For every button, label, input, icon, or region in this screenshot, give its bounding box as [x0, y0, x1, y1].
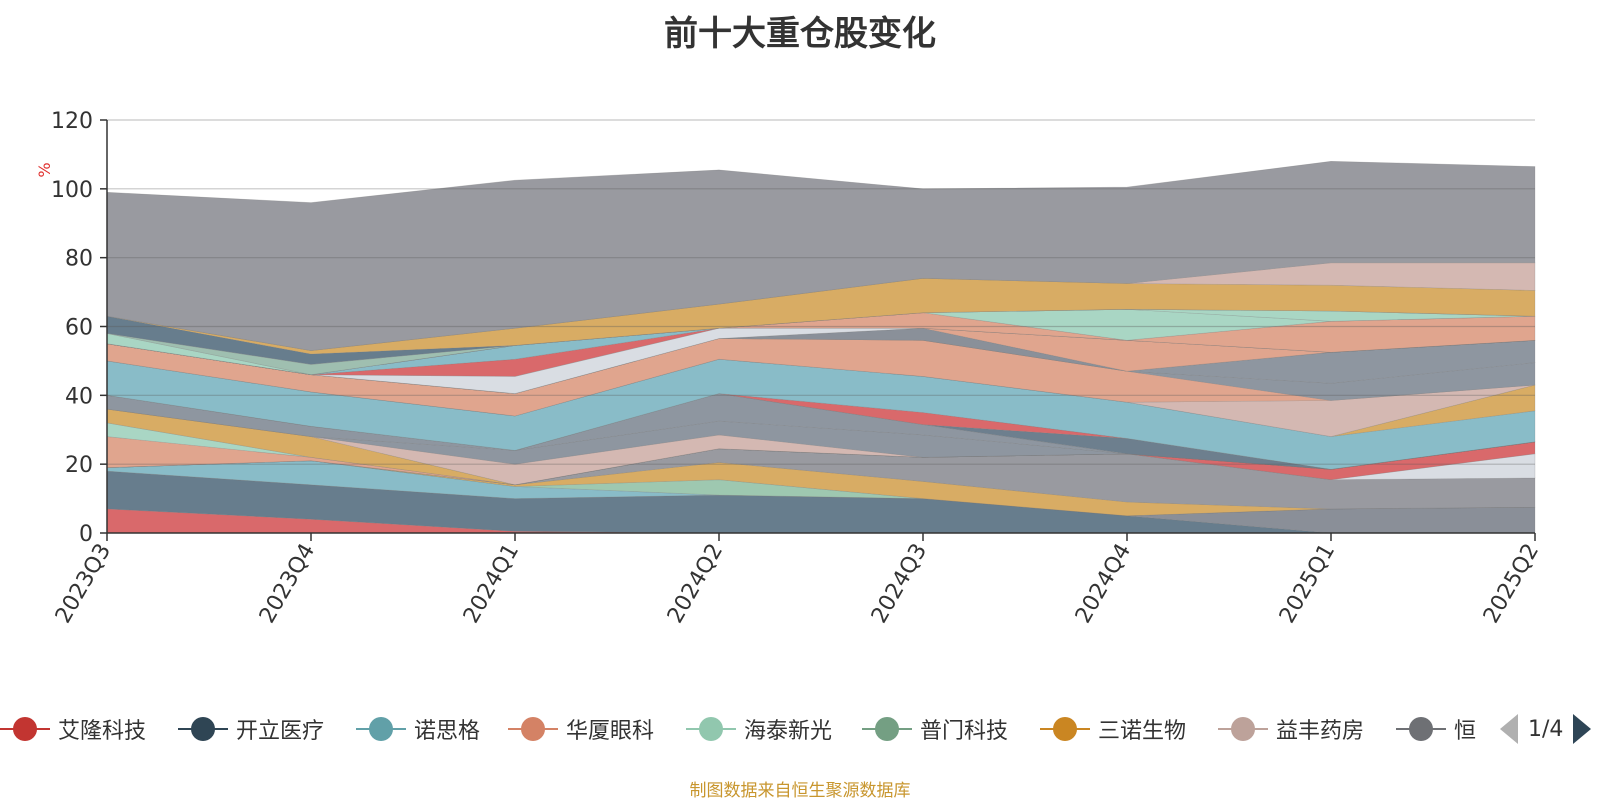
areas-layer	[106, 160, 1536, 534]
y-tick-label: 0	[79, 522, 93, 547]
legend-item-label: 恒	[1454, 719, 1477, 744]
legend-marker-icon	[1218, 714, 1268, 744]
legend-item[interactable]: 诺思格	[356, 714, 480, 744]
legend-item[interactable]: 恒	[1396, 714, 1476, 744]
y-tick-label: 20	[65, 453, 93, 478]
legend-marker-icon	[356, 714, 406, 744]
legend-items: 艾隆科技 开立医疗 诺思格 华厦眼科 海泰新光 普门科技 三诺生物 益丰药房 恒	[0, 714, 1480, 754]
x-tick-label: 2024Q4	[1071, 540, 1136, 628]
legend-marker-icon	[508, 714, 558, 744]
legend-item[interactable]: 开立医疗	[178, 714, 324, 744]
area-series-36	[106, 160, 1536, 351]
legend-marker-icon	[1040, 714, 1090, 744]
legend-item[interactable]: 三诺生物	[1040, 714, 1186, 744]
grid-layer	[107, 119, 1535, 465]
legend-marker-icon	[1396, 714, 1446, 744]
legend-item[interactable]: 普门科技	[862, 714, 1008, 744]
legend-item-label: 三诺生物	[1098, 719, 1187, 744]
legend-marker-icon	[178, 714, 228, 744]
legend-page-indicator: 1/4	[1528, 716, 1564, 742]
legend-item-label: 华厦眼科	[566, 719, 655, 744]
legend-marker-icon	[686, 714, 736, 744]
legend-item[interactable]: 益丰药房	[1218, 714, 1364, 744]
y-tick-label: 60	[65, 316, 93, 341]
legend-item-label: 艾隆科技	[58, 719, 147, 744]
legend-marker-icon	[862, 714, 912, 744]
legend-item-label: 益丰药房	[1276, 719, 1365, 744]
x-tick-label: 2025Q1	[1275, 540, 1340, 628]
chart-title: 前十大重仓股变化	[664, 14, 936, 54]
legend-item[interactable]: 艾隆科技	[0, 714, 146, 744]
y-tick-label: 80	[65, 247, 93, 272]
legend-item[interactable]: 海泰新光	[686, 714, 832, 744]
y-tick-label: 100	[51, 178, 93, 203]
legend-marker-icon	[0, 714, 50, 744]
legend-next-arrow-icon[interactable]	[1573, 714, 1592, 744]
x-tick-label: 2024Q3	[867, 540, 932, 628]
y-tick-label: 120	[51, 109, 93, 134]
legend: 艾隆科技 开立医疗 诺思格 华厦眼科 海泰新光 普门科技 三诺生物 益丰药房 恒 1/4	[0, 714, 1600, 754]
source-note: 制图数据来自恒生聚源数据库	[689, 781, 911, 801]
legend-item-label: 诺思格	[414, 719, 481, 744]
legend-item-label: 开立医疗	[236, 719, 325, 744]
x-tick-label: 2023Q3	[51, 540, 116, 628]
legend-item-label: 普门科技	[920, 719, 1009, 744]
x-tick-label: 2024Q1	[459, 540, 524, 628]
x-tick-label: 2025Q2	[1479, 540, 1544, 628]
x-tick-label: 2023Q4	[255, 540, 320, 628]
y-tick-label: 40	[65, 384, 93, 409]
legend-pager: 1/4	[1500, 714, 1592, 744]
legend-prev-arrow-icon[interactable]	[1500, 714, 1518, 744]
stacked-area-chart: 0 20 40 60 80 100 120 2023Q3 2023Q4 2024Q1 2024Q2 2…	[35, 109, 1544, 628]
legend-item-label: 海泰新光	[744, 719, 833, 744]
x-tick-label: 2024Q2	[663, 540, 728, 628]
y-axis-label: %	[35, 162, 54, 177]
legend-item[interactable]: 华厦眼科	[508, 714, 654, 744]
